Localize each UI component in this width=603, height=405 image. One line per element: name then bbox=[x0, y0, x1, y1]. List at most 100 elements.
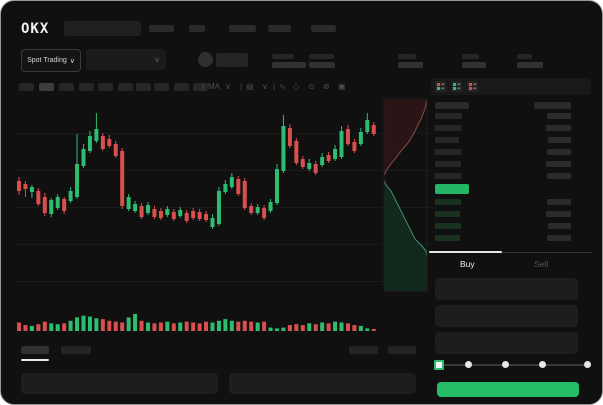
stat-label bbox=[462, 54, 479, 59]
depth-chart-border bbox=[383, 98, 428, 292]
book-bids-icon[interactable] bbox=[451, 81, 462, 92]
candle-body bbox=[249, 206, 254, 213]
volume-bar bbox=[268, 327, 273, 331]
slider-step-dot[interactable] bbox=[584, 361, 591, 368]
slider-track[interactable] bbox=[439, 364, 588, 366]
ask-price-bar[interactable] bbox=[435, 137, 459, 143]
camera-icon[interactable]: ⊙ bbox=[308, 82, 315, 91]
tab-buy[interactable]: Buy bbox=[460, 259, 475, 269]
chevron-down-icon[interactable]: ∨ bbox=[225, 82, 231, 91]
book-asks-icon[interactable] bbox=[467, 81, 478, 92]
bid-price-bar[interactable] bbox=[435, 199, 461, 205]
candle-body bbox=[146, 205, 150, 213]
candle-body bbox=[287, 128, 292, 146]
timeframe-button[interactable] bbox=[59, 83, 74, 91]
timeframe-button[interactable] bbox=[174, 83, 189, 91]
pair-selector-dropdown[interactable]: ∨ bbox=[86, 49, 166, 70]
last-price-bar[interactable] bbox=[435, 184, 469, 194]
volume-bar bbox=[294, 324, 299, 331]
buy-submit-button[interactable] bbox=[437, 382, 579, 397]
volume-bar bbox=[365, 328, 370, 331]
volume-bar bbox=[42, 321, 47, 331]
ask-price-bar[interactable] bbox=[435, 173, 461, 179]
order-input-field[interactable] bbox=[435, 332, 578, 354]
nav-item[interactable] bbox=[311, 25, 336, 32]
nav-item[interactable] bbox=[189, 25, 205, 32]
depth-ask-line bbox=[383, 98, 428, 177]
stat-value bbox=[309, 62, 335, 68]
divider: | bbox=[202, 82, 205, 91]
volume-bar bbox=[287, 325, 292, 331]
timeframe-button[interactable] bbox=[39, 83, 54, 91]
timeframe-button[interactable] bbox=[154, 83, 169, 91]
ask-price-bar[interactable] bbox=[435, 125, 461, 131]
nav-item[interactable] bbox=[229, 25, 256, 32]
candle-type-icon[interactable]: ▤ bbox=[246, 82, 254, 91]
indicator-dropdown[interactable]: MA bbox=[208, 82, 220, 91]
ask-price-bar[interactable] bbox=[435, 113, 462, 119]
bid-price-bar[interactable] bbox=[435, 223, 461, 229]
nav-item[interactable] bbox=[149, 25, 174, 32]
candle-body bbox=[178, 210, 183, 216]
slider-step-dot[interactable] bbox=[464, 361, 472, 368]
market-type-dropdown[interactable]: Spot Trading ∨ bbox=[21, 49, 81, 72]
order-input-field[interactable] bbox=[435, 305, 578, 327]
okx-logo[interactable]: OKX bbox=[21, 21, 50, 37]
book-both-icon[interactable] bbox=[435, 81, 446, 92]
volume-bar bbox=[49, 323, 54, 331]
slider-step-dot[interactable] bbox=[539, 361, 547, 368]
slider-handle[interactable] bbox=[434, 360, 444, 370]
gridline bbox=[16, 133, 431, 134]
timeframe-button[interactable] bbox=[118, 83, 133, 91]
timeframe-button[interactable] bbox=[193, 83, 208, 91]
bottom-action-block[interactable] bbox=[349, 346, 378, 354]
candle-body bbox=[62, 199, 67, 211]
draw-tool-icon[interactable]: ◇ bbox=[293, 82, 300, 91]
volume-bar bbox=[255, 322, 260, 331]
candle-body bbox=[17, 181, 21, 191]
chevron-down-icon: ∨ bbox=[69, 57, 75, 65]
candle-body bbox=[204, 214, 209, 220]
search-input[interactable] bbox=[64, 21, 141, 36]
gridline bbox=[16, 281, 431, 282]
stat-value bbox=[398, 62, 423, 68]
settings-icon[interactable]: ⊚ bbox=[323, 82, 330, 91]
tab-sell[interactable]: Sell bbox=[534, 259, 549, 269]
volume-bar bbox=[178, 322, 183, 331]
ask-price-bar[interactable] bbox=[435, 161, 461, 167]
nav-item[interactable] bbox=[268, 25, 291, 32]
timeframe-button[interactable] bbox=[136, 83, 151, 91]
chevron-down-icon[interactable]: ∨ bbox=[262, 82, 268, 91]
volume-bar bbox=[23, 325, 28, 331]
candle-body bbox=[242, 181, 247, 208]
line-tool-icon[interactable]: ∿ bbox=[279, 82, 286, 91]
volume-bar bbox=[313, 324, 318, 331]
order-input-field[interactable] bbox=[435, 278, 578, 300]
market-type-label: Spot Trading bbox=[27, 57, 67, 64]
timeframe-button[interactable] bbox=[19, 83, 34, 91]
candle-body bbox=[216, 191, 221, 224]
candle-body bbox=[262, 208, 267, 218]
bid-price-bar[interactable] bbox=[435, 235, 460, 241]
ask-price-bar[interactable] bbox=[435, 149, 462, 155]
timeframe-button[interactable] bbox=[98, 83, 113, 91]
volume-bar bbox=[223, 319, 228, 331]
bid-amount-bar bbox=[548, 223, 571, 229]
candle-body bbox=[236, 179, 241, 194]
active-tab-underline bbox=[21, 359, 49, 361]
fullscreen-icon[interactable]: ▣ bbox=[338, 82, 346, 91]
stat-value bbox=[517, 62, 543, 68]
bid-price-bar[interactable] bbox=[435, 211, 460, 217]
candle-body bbox=[49, 200, 54, 214]
candle-body bbox=[365, 120, 370, 132]
bottom-tab[interactable] bbox=[61, 346, 91, 354]
price-chart-canvas[interactable] bbox=[16, 96, 431, 341]
bottom-action-block[interactable] bbox=[388, 346, 416, 354]
candle-body bbox=[23, 184, 28, 189]
volume-bar bbox=[113, 321, 118, 331]
slider-step-dot[interactable] bbox=[502, 361, 510, 368]
volume-bar bbox=[242, 320, 247, 331]
timeframe-button[interactable] bbox=[79, 83, 94, 91]
bottom-tab[interactable] bbox=[21, 346, 49, 354]
candle-body bbox=[313, 164, 318, 173]
